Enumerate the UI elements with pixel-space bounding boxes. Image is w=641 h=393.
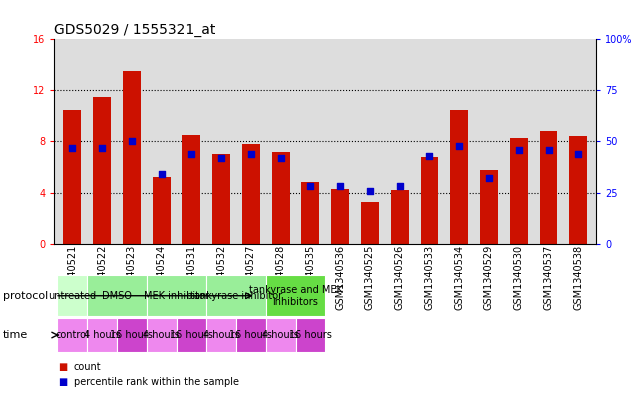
Text: tankyrase and MEK
inhibitors: tankyrase and MEK inhibitors [249,285,342,307]
Point [573,151,583,157]
Bar [153,177,171,244]
Point [216,155,226,161]
Text: percentile rank within the sample: percentile rank within the sample [74,377,238,387]
Bar [93,97,111,244]
Bar [87,275,147,316]
Point [513,147,524,153]
Text: ■: ■ [58,377,67,387]
Bar [212,154,230,244]
Bar [117,318,147,352]
Point [424,152,435,159]
Bar [420,157,438,244]
Bar [296,318,325,352]
Bar [480,169,498,244]
Bar [361,202,379,244]
Point [156,171,167,177]
Text: untreated: untreated [48,291,96,301]
Bar [236,318,266,352]
Bar [510,138,528,244]
Text: 16 hours: 16 hours [170,330,213,340]
Bar [301,182,319,244]
Bar [147,318,176,352]
Text: ■: ■ [58,362,67,373]
Bar [272,152,290,244]
Text: 16 hours: 16 hours [110,330,153,340]
Bar [87,318,117,352]
Bar [540,131,558,244]
Text: 4 hours: 4 hours [143,330,180,340]
Text: 16 hours: 16 hours [229,330,272,340]
Text: MEK inhibitor: MEK inhibitor [144,291,209,301]
Point [484,175,494,182]
Point [127,138,137,145]
Point [97,145,107,151]
Bar [266,275,325,316]
Bar [176,318,206,352]
Point [454,142,464,149]
Text: protocol: protocol [3,291,49,301]
Point [335,183,345,189]
Point [187,151,197,157]
Bar [206,318,236,352]
Text: control: control [56,330,89,340]
Bar [242,144,260,244]
Text: 4 hours: 4 hours [262,330,299,340]
Point [365,187,375,194]
Bar [147,275,206,316]
Text: GDS5029 / 1555321_at: GDS5029 / 1555321_at [54,23,216,37]
Text: 16 hours: 16 hours [289,330,332,340]
Text: 4 hours: 4 hours [203,330,240,340]
Bar [183,135,200,244]
Text: count: count [74,362,101,373]
Bar [391,190,409,244]
Text: time: time [3,330,28,340]
Bar [206,275,266,316]
Point [395,183,405,189]
Bar [569,136,587,244]
Bar [63,110,81,244]
Point [305,183,315,189]
Point [544,147,554,153]
Bar [450,110,468,244]
Bar [331,189,349,244]
Text: DMSO: DMSO [102,291,132,301]
Bar [123,71,141,244]
Point [276,155,286,161]
Text: tankyrase inhibitor: tankyrase inhibitor [190,291,282,301]
Point [67,145,78,151]
Text: 4 hours: 4 hours [84,330,121,340]
Bar [266,318,296,352]
Bar [58,275,87,316]
Point [246,151,256,157]
Bar [58,318,87,352]
